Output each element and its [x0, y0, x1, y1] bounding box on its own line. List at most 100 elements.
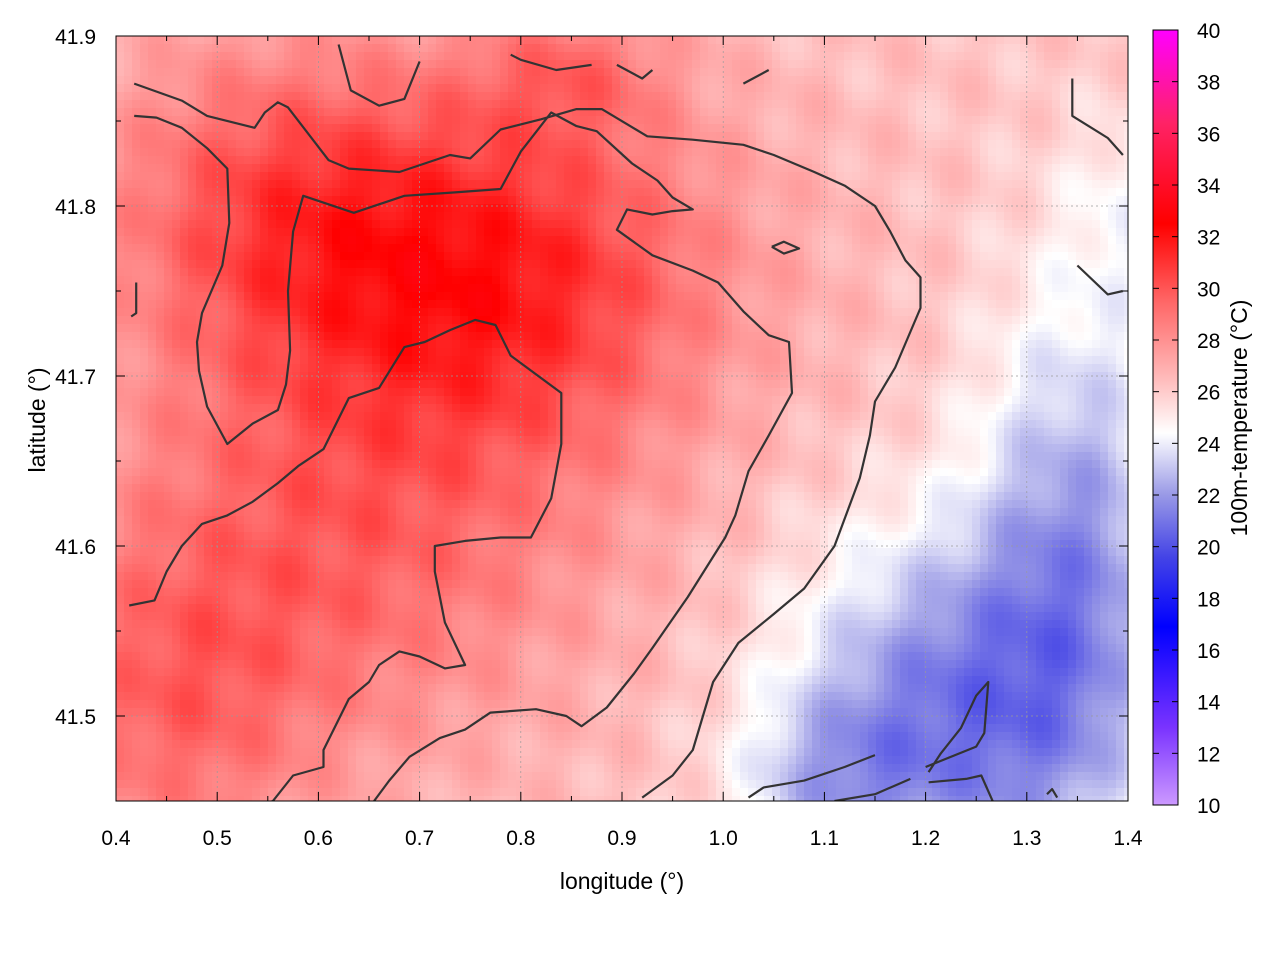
heatmap-cell: [668, 236, 677, 245]
heatmap-cell: [772, 60, 781, 69]
heatmap-cell: [1028, 196, 1037, 205]
heatmap-cell: [828, 268, 837, 277]
heatmap-cell: [780, 228, 789, 237]
heatmap-cell: [740, 92, 749, 101]
heatmap-cell: [516, 332, 525, 341]
heatmap-cell: [636, 100, 645, 109]
heatmap-cell: [1036, 252, 1045, 261]
heatmap-cell: [676, 220, 685, 229]
heatmap-cell: [684, 332, 693, 341]
heatmap-cell: [284, 92, 293, 101]
heatmap-cell: [684, 292, 693, 301]
heatmap-cell: [196, 44, 205, 53]
heatmap-cell: [124, 108, 133, 117]
heatmap-cell: [1116, 308, 1125, 317]
heatmap-cell: [1124, 308, 1128, 317]
heatmap-cell: [428, 108, 437, 117]
heatmap-cell: [180, 252, 189, 261]
heatmap-cell: [732, 276, 741, 285]
heatmap-cell: [404, 204, 413, 213]
heatmap-cell: [508, 84, 517, 93]
heatmap-cell: [196, 204, 205, 213]
heatmap-cell: [300, 220, 309, 229]
heatmap-cell: [548, 260, 557, 269]
heatmap-cell: [644, 180, 653, 189]
heatmap-cell: [460, 348, 469, 357]
heatmap-cell: [1084, 180, 1093, 189]
heatmap-cell: [164, 68, 173, 77]
heatmap-cell: [996, 68, 1005, 77]
heatmap-cell: [732, 268, 741, 277]
heatmap-cell: [924, 292, 933, 301]
heatmap-cell: [940, 60, 949, 69]
heatmap-cell: [932, 244, 941, 253]
heatmap-cell: [556, 236, 565, 245]
heatmap-cell: [404, 188, 413, 197]
heatmap-cell: [780, 268, 789, 277]
heatmap-cell: [972, 100, 981, 109]
heatmap-cell: [1068, 148, 1077, 157]
heatmap-cell: [948, 332, 957, 341]
heatmap-cell: [884, 116, 893, 125]
heatmap-cell: [628, 92, 637, 101]
heatmap-cell: [612, 156, 621, 165]
heatmap-cell: [652, 260, 661, 269]
heatmap-cell: [380, 348, 389, 357]
heatmap-cell: [828, 300, 837, 309]
heatmap-cell: [764, 284, 773, 293]
heatmap-cell: [188, 140, 197, 149]
heatmap-cell: [244, 52, 253, 61]
heatmap-cell: [620, 324, 629, 333]
heatmap-cell: [1084, 268, 1093, 277]
heatmap-cell: [508, 116, 517, 125]
heatmap-cell: [1004, 340, 1013, 349]
heatmap-cell: [948, 92, 957, 101]
heatmap-cell: [524, 308, 533, 317]
heatmap-cell: [972, 156, 981, 165]
heatmap-cell: [1116, 252, 1125, 261]
heatmap-cell: [148, 148, 157, 157]
heatmap-cell: [252, 308, 261, 317]
heatmap-cell: [308, 68, 317, 77]
heatmap-cell: [980, 116, 989, 125]
heatmap-cell: [956, 132, 965, 141]
heatmap-cell: [1076, 100, 1085, 109]
heatmap-cell: [284, 164, 293, 173]
heatmap-cell: [588, 268, 597, 277]
heatmap-cell: [780, 68, 789, 77]
heatmap-cell: [500, 244, 509, 253]
heatmap-cell: [964, 220, 973, 229]
heatmap-cell: [348, 100, 357, 109]
heatmap-cell: [1076, 180, 1085, 189]
heatmap-cell: [412, 268, 421, 277]
heatmap-cell: [156, 76, 165, 85]
heatmap-cell: [644, 284, 653, 293]
heatmap-cell: [940, 252, 949, 261]
heatmap-cell: [332, 148, 341, 157]
heatmap-cell: [164, 76, 173, 85]
heatmap-cell: [204, 164, 213, 173]
heatmap-cell: [452, 180, 461, 189]
heatmap-cell: [636, 308, 645, 317]
heatmap-cell: [836, 156, 845, 165]
heatmap-cell: [980, 276, 989, 285]
heatmap-cell: [316, 116, 325, 125]
heatmap-cell: [1052, 260, 1061, 269]
heatmap-cell: [1068, 340, 1077, 349]
heatmap-cell: [1076, 260, 1085, 269]
heatmap-cell: [396, 92, 405, 101]
heatmap-cell: [924, 212, 933, 221]
heatmap-cell: [332, 276, 341, 285]
heatmap-cell: [828, 60, 837, 69]
heatmap-cell: [516, 44, 525, 53]
heatmap-cell: [420, 140, 429, 149]
heatmap-cell: [828, 324, 837, 333]
heatmap-cell: [796, 124, 805, 133]
heatmap-cell: [228, 188, 237, 197]
heatmap-cell: [412, 252, 421, 261]
heatmap-cell: [860, 268, 869, 277]
heatmap-cell: [1092, 156, 1101, 165]
heatmap-cell: [308, 44, 317, 53]
heatmap-cell: [684, 316, 693, 325]
heatmap-cell: [692, 164, 701, 173]
